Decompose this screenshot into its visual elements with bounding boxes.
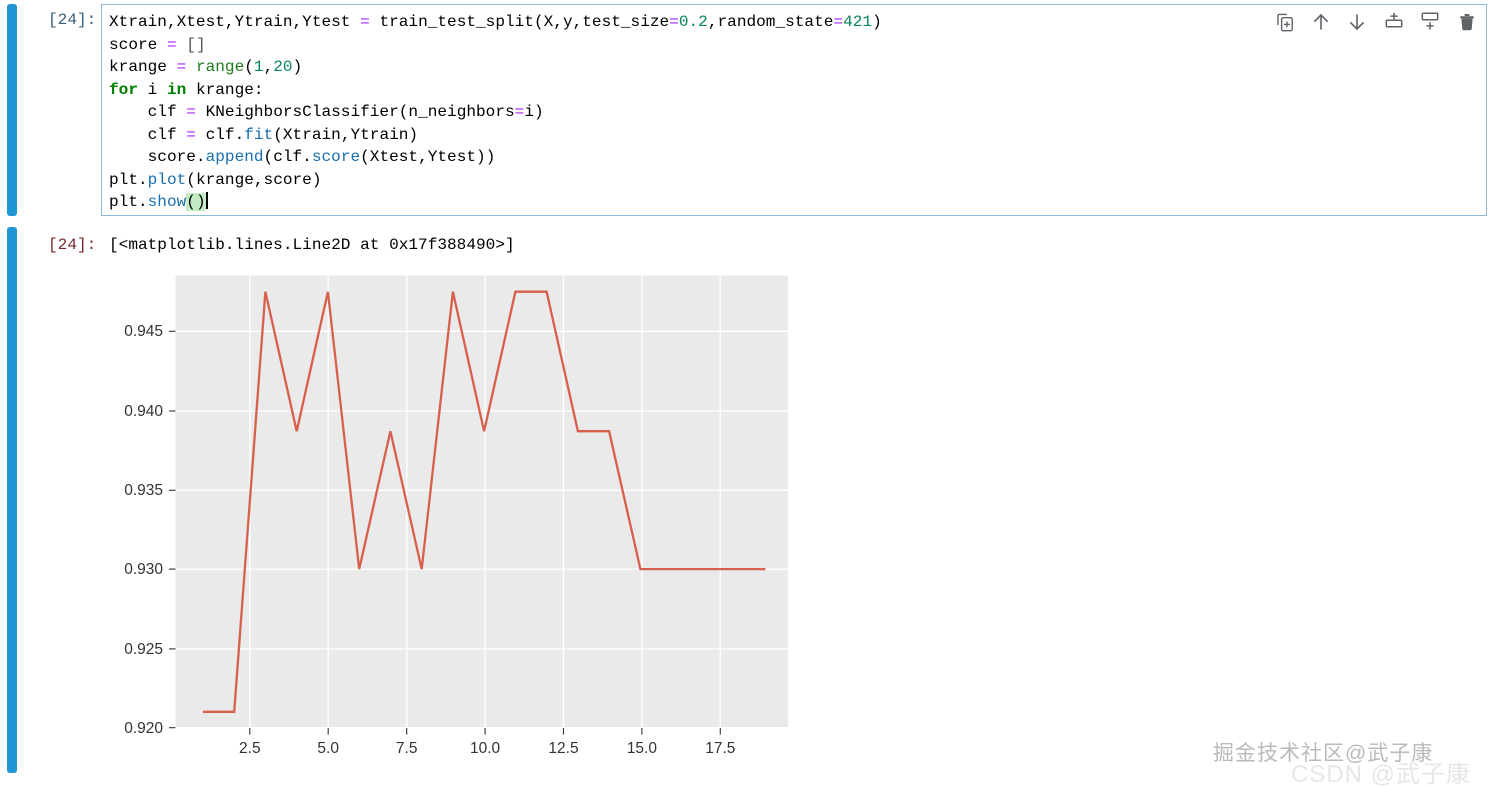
svg-text:5.0: 5.0 [317, 740, 339, 757]
svg-text:10.0: 10.0 [470, 740, 501, 757]
svg-text:0.930: 0.930 [124, 561, 163, 578]
svg-text:0.945: 0.945 [124, 323, 163, 340]
svg-text:2.5: 2.5 [239, 740, 261, 757]
svg-text:7.5: 7.5 [396, 740, 418, 757]
svg-text:0.925: 0.925 [124, 641, 163, 658]
svg-text:0.935: 0.935 [124, 482, 163, 499]
svg-text:17.5: 17.5 [705, 740, 735, 757]
svg-text:12.5: 12.5 [548, 740, 578, 757]
svg-text:15.0: 15.0 [627, 740, 658, 757]
svg-text:0.940: 0.940 [124, 403, 163, 420]
svg-text:0.920: 0.920 [124, 720, 163, 737]
